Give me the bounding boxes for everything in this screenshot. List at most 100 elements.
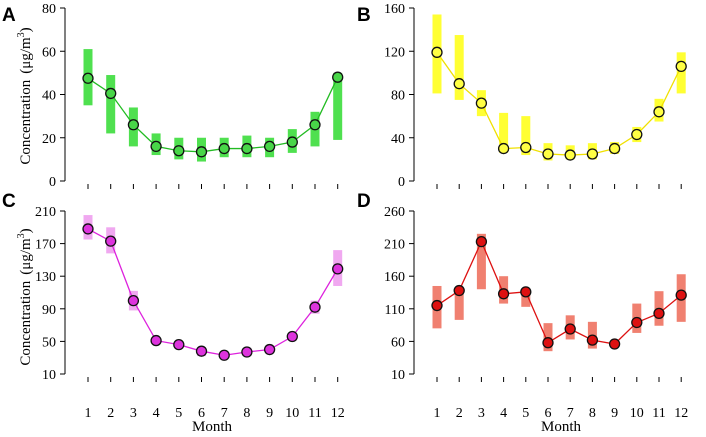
data-point: [586, 148, 599, 160]
y-tick-label: 170: [35, 238, 56, 253]
data-point: [608, 142, 621, 155]
y-axis-unit: (μg/m: [18, 37, 34, 74]
y-tick-label: 120: [384, 45, 405, 60]
y-axis-title-text: Concentration: [18, 79, 34, 164]
data-point: [218, 142, 230, 155]
data-point: [564, 149, 576, 161]
data-point: [497, 288, 510, 300]
y-tick-label: 110: [385, 303, 405, 318]
range-bar: [454, 35, 464, 100]
x-tick-label: 8: [589, 406, 596, 421]
data-point: [497, 142, 510, 155]
data-point: [431, 46, 443, 58]
range-bar: [454, 288, 464, 320]
x-tick-label: 2: [456, 406, 463, 421]
data-point: [195, 345, 208, 357]
x-tick-label: 4: [500, 406, 507, 421]
data-point: [105, 87, 117, 100]
x-axis-title-right: Month: [541, 419, 582, 435]
panel-label: B: [357, 5, 371, 26]
series-line: [436, 51, 682, 156]
y-tick-label: 20: [42, 132, 56, 147]
y-tick-label: 260: [384, 205, 405, 220]
x-tick-label: 9: [611, 406, 618, 421]
data-point: [631, 316, 643, 329]
panel-b: B 0 40 80 120 160: [357, 2, 687, 190]
y-axis-unit-superscript: 3: [16, 32, 27, 37]
y-tick-label: 0: [49, 175, 56, 190]
range-bar: [521, 116, 531, 156]
data-point: [105, 235, 117, 247]
y-tick-label: 210: [384, 238, 405, 253]
y-axis-title-top: Concentration (μg/m3): [16, 27, 34, 164]
range-bar: [476, 233, 486, 290]
x-tick-label: 8: [243, 406, 250, 421]
y-axis-unit-superscript: 3: [16, 233, 27, 238]
y-tick-label: 210: [35, 205, 56, 220]
data-point: [564, 323, 576, 335]
data-point: [241, 142, 253, 155]
data-point: [263, 343, 276, 356]
x-tick-label: 1: [434, 406, 441, 421]
x-tick-label: 6: [545, 406, 552, 421]
data-point: [608, 338, 621, 350]
panel-a: A 0 20 40 60 80: [2, 2, 344, 190]
y-tick-label: 130: [35, 270, 56, 285]
y-tick-label: 0: [398, 175, 405, 190]
data-point: [82, 72, 94, 84]
x-tick-label: 11: [652, 406, 665, 421]
x-tick-label: 5: [522, 406, 529, 421]
x-tick-label: 10: [630, 406, 644, 421]
data-point: [653, 307, 665, 320]
data-point: [653, 106, 665, 118]
panel-label: D: [357, 191, 371, 212]
data-point: [241, 346, 253, 358]
y-tick-label: 80: [391, 89, 405, 104]
data-point: [586, 334, 599, 346]
data-point: [82, 223, 94, 235]
y-tick-label: 60: [42, 45, 56, 60]
y-axis-title-text: Concentration: [18, 280, 34, 365]
range-bar: [521, 289, 531, 307]
data-point: [631, 128, 643, 141]
range-bar: [676, 52, 686, 94]
y-axis-unit: (μg/m: [18, 238, 34, 275]
data-point: [332, 263, 344, 275]
x-tick-label: 7: [567, 406, 574, 421]
data-point: [453, 78, 465, 90]
range-bar: [499, 112, 509, 153]
range-bar: [333, 72, 343, 140]
x-tick-label: 11: [308, 406, 321, 421]
y-tick-label: 90: [42, 303, 56, 318]
y-tick-label: 50: [42, 335, 56, 350]
y-tick-label: 40: [42, 89, 56, 104]
x-tick-label: 12: [674, 406, 688, 421]
data-point: [542, 148, 554, 160]
x-tick-label: 5: [175, 406, 182, 421]
data-point: [263, 140, 276, 153]
data-point: [431, 299, 443, 312]
x-tick-label: 3: [478, 406, 485, 421]
series-line: [436, 240, 682, 345]
data-point: [150, 140, 162, 153]
data-point: [309, 301, 321, 313]
data-point: [520, 286, 532, 298]
x-tick-label: 4: [153, 406, 160, 421]
data-point: [173, 339, 185, 351]
series-line: [87, 76, 339, 153]
x-axis-title-left: Month: [192, 419, 233, 435]
data-point: [127, 294, 140, 307]
data-point: [675, 60, 687, 73]
x-tick-label: 1: [85, 406, 92, 421]
data-point: [173, 145, 185, 157]
x-tick-label: 10: [285, 406, 299, 421]
y-tick-label: 80: [42, 2, 56, 17]
series-line: [87, 228, 339, 356]
y-axis-title-bottom: Concentration (μg/m3): [16, 228, 34, 365]
data-point: [475, 235, 488, 248]
range-bar: [106, 75, 116, 134]
data-point: [453, 284, 465, 297]
